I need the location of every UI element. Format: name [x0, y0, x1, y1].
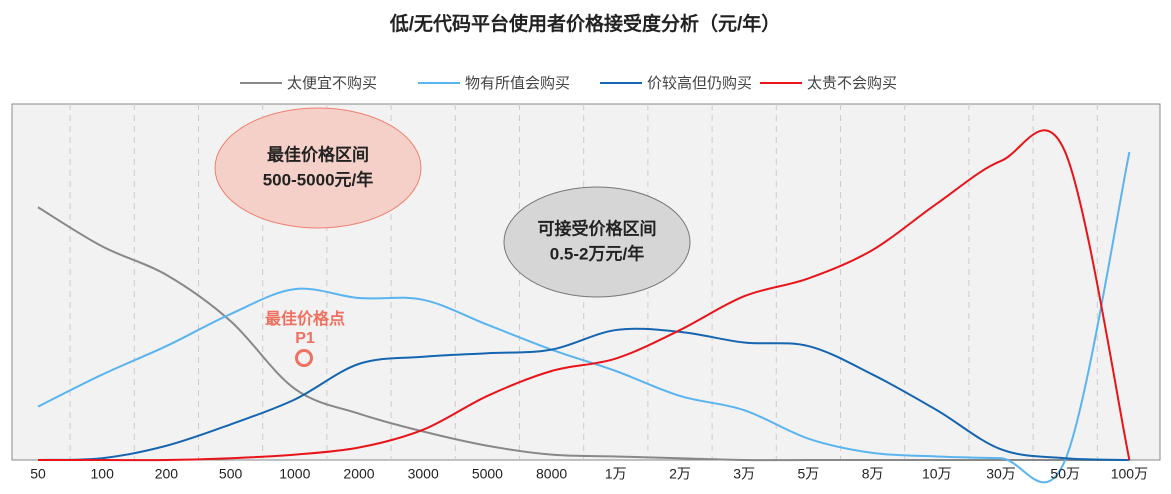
annotation: 最佳价格点 [265, 309, 345, 328]
x-tick-label: 200 [155, 466, 179, 482]
annotation: 0.5-2万元/年 [550, 243, 644, 263]
series-line [37, 151, 1131, 484]
x-tick-label: 5000 [472, 466, 503, 482]
chart-title: 低/无代码平台使用者价格接受度分析（元/年） [389, 12, 781, 35]
x-tick-label: 500 [219, 466, 243, 482]
x-tick-label: 100万 [1111, 466, 1148, 482]
legend: 太便宜不购买 物有所值会购买 价较高但仍购买 太贵不会购买 [240, 74, 897, 92]
series-line [37, 327, 1130, 461]
best-point-marker [295, 349, 313, 367]
x-tick-label: 3000 [408, 466, 439, 482]
x-tick-label: 10万 [922, 466, 952, 482]
x-tick-label: 50 [30, 466, 46, 482]
x-tick-label: 30万 [986, 466, 1016, 482]
x-tick-label: 2000 [343, 466, 374, 482]
x-tick-label: 8万 [862, 466, 884, 482]
legend-label: 价较高但仍购买 [647, 74, 752, 92]
legend-label: 太贵不会购买 [807, 75, 897, 92]
x-tick-label: 100 [91, 466, 115, 482]
annotation: P1 [295, 330, 315, 347]
annotation: 500-5000元/年 [263, 169, 374, 189]
acceptable-range-ellipse [503, 186, 691, 298]
x-tick-label: 5万 [798, 466, 820, 482]
x-tick-label: 8000 [536, 466, 567, 482]
x-tick-label: 3万 [733, 466, 755, 482]
lines [37, 129, 1131, 484]
best-range-ellipse [214, 107, 422, 229]
legend-label: 物有所值会购买 [465, 75, 570, 92]
x-tick-label: 1000 [279, 466, 310, 482]
series-line [37, 129, 1131, 462]
legend-label: 太便宜不购买 [287, 75, 377, 92]
annotation: 可接受价格区间 [538, 218, 657, 238]
x-tick-label: 1万 [605, 466, 627, 482]
x-tick-label: 50万 [1050, 466, 1080, 482]
x-tick-label: 2万 [669, 466, 691, 482]
annotation: 最佳价格区间 [267, 144, 369, 164]
